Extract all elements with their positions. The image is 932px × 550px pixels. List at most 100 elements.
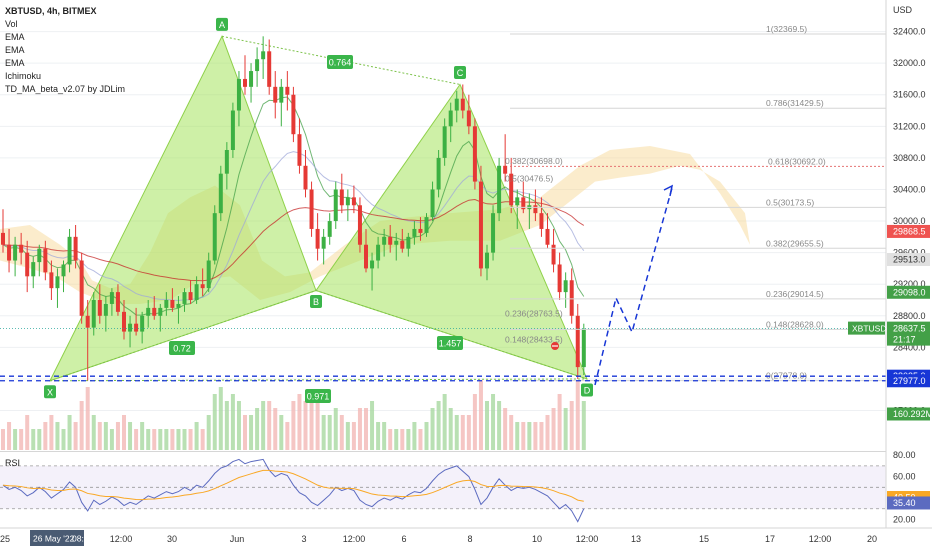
candle [194,276,199,304]
candle-body [115,292,120,312]
candle [406,232,411,257]
candle [509,157,514,214]
rsi-line [2,458,585,523]
volume-bar [321,415,326,450]
volume-bar [249,415,254,450]
pattern-ratio-bg [305,389,331,403]
candle [382,228,387,257]
price-tick: 31600.0 [893,90,926,100]
candle-body [200,284,205,289]
rsi-pane [0,451,886,527]
candle-body [521,197,526,210]
volume-bar [515,422,520,450]
candle [430,181,435,222]
candle-body [418,228,423,233]
volume-bar [285,422,290,450]
volume-bar [243,415,247,450]
candle-body [1,232,5,245]
indicator-ema-3[interactable]: EMA [5,58,25,68]
candle-body [394,240,399,245]
candle [285,71,290,111]
symbol-title[interactable]: XBTUSD, 4h, BITMEX [5,6,97,16]
badge-gray-level: 29513.0 [887,253,930,266]
volume-bar [230,394,235,450]
pattern-ratio-line [49,290,317,382]
time-tick: 3 [301,534,306,544]
volume-bar [424,422,429,450]
candle-body [73,236,78,261]
indicator-ema-1[interactable]: EMA [5,32,25,42]
pattern-point-b-bg [310,295,322,309]
price-axis[interactable]: 32400.0 32000.0 31600.0 31200.0 30800.0 30400… [848,0,932,550]
candle-body [188,292,193,300]
volume-bar [466,415,471,450]
price-axis-bg [886,0,932,550]
candle [128,315,133,348]
candle-body [424,217,429,233]
candle-body [128,323,133,332]
candle-body [224,150,229,174]
candle-body [491,213,496,253]
candle [388,225,393,253]
candle [279,78,284,127]
inner-fib-label: 0.5(30476.5) [505,173,553,183]
volume-bar [575,380,580,450]
volume-bar [255,408,260,450]
pattern-point-d: D [581,383,593,397]
volume-bar [73,422,78,450]
rsi-tick: 80.00 [893,450,916,460]
fib-label: 0.5(30173.5) [766,197,814,207]
candle-body [67,236,72,265]
candle-body [533,205,538,214]
candle [236,71,241,127]
pattern-point-b-text: B [313,297,319,307]
candle [218,165,223,222]
xbtusd-tag-text: XBTUSD [852,324,886,334]
candle [55,268,60,308]
candle [400,228,405,253]
candle-body [339,189,344,206]
candle-body [261,51,266,60]
indicator-ema-2[interactable]: EMA [5,45,25,55]
candle [170,288,175,312]
candle [370,252,375,291]
badge-volume: 160.292M [887,407,932,421]
volume-bar [49,415,54,450]
pattern-point-a-bg [216,17,228,31]
candle [478,165,483,277]
price-tick: 28800.0 [893,311,926,321]
candle-body [206,260,211,289]
candle [303,150,308,198]
volume-bar [91,415,96,450]
candle [521,181,526,214]
volume-bar [212,394,217,450]
volume-bar [297,394,302,450]
candle [321,228,326,265]
ema-line [2,199,585,282]
volume-bar [478,380,483,450]
rsi-label[interactable]: RSI [5,458,20,468]
time-tick: 13 [631,534,641,544]
candle [122,300,126,340]
time-tick: 12:00 [576,534,599,544]
candle-body [569,280,574,316]
candle-body [315,228,320,249]
volume-bar [236,401,241,450]
candle-body [61,264,66,277]
indicator-vol[interactable]: Vol [5,19,18,29]
indicator-ichimoku[interactable]: Ichimoku [5,71,41,81]
volume-bar [182,429,187,450]
candle [200,268,205,297]
candle-body [563,280,568,293]
time-tick: 12:00 [343,534,366,544]
volume-bar [551,408,556,450]
indicator-td-ma[interactable]: TD_MA_beta_v2.07 by JDLim [5,84,125,94]
fib-label: 1(32369.5) [766,24,807,34]
candle [412,221,417,245]
candle [1,209,5,253]
candle [551,228,556,273]
rsi-tick: 20.00 [893,514,916,524]
volume-bar [152,429,157,450]
